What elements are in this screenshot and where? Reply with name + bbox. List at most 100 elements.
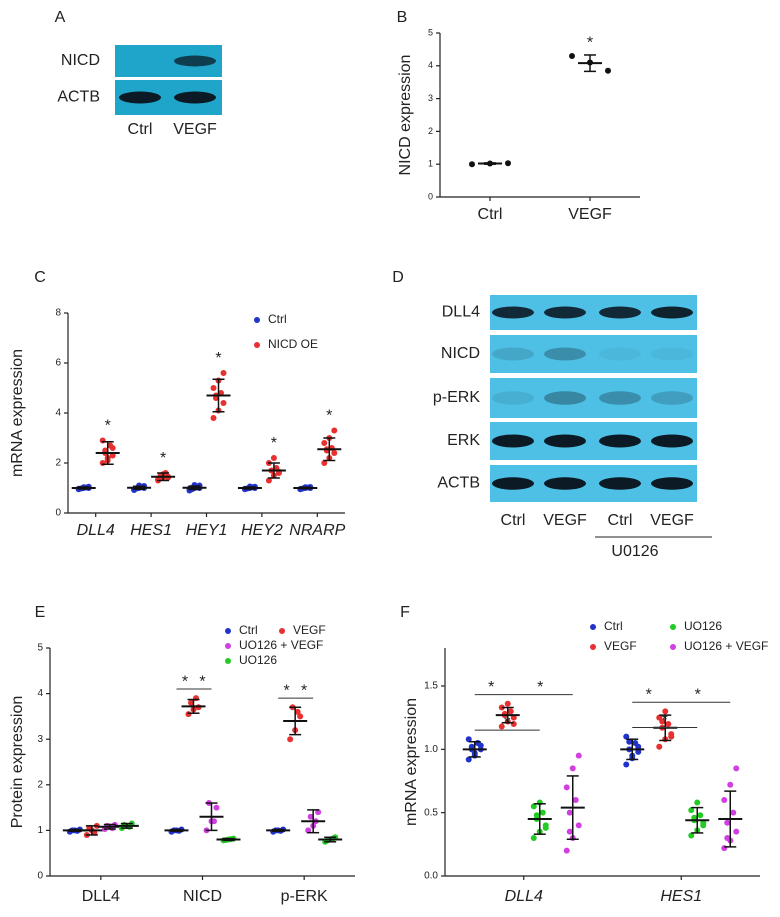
y-tick-label: 0.0 (424, 871, 438, 882)
data-point (575, 822, 582, 829)
x-tick-label: HEY2 (241, 522, 283, 539)
blot-row-label: NICD (441, 345, 480, 362)
data-point (656, 743, 663, 750)
blot-band (599, 347, 641, 361)
panel-letter: B (397, 9, 408, 26)
data-point (220, 370, 227, 376)
data-point (99, 437, 106, 444)
y-tick-label: 1 (428, 159, 433, 169)
data-point (533, 812, 540, 819)
legend-marker (225, 643, 231, 649)
error-bar (157, 472, 170, 482)
significance-label: * (695, 686, 701, 703)
legend-label: UO126 (239, 653, 277, 667)
data-point (270, 455, 277, 461)
blot-row-label: NICD (61, 52, 100, 69)
legend-marker (254, 342, 260, 348)
data-point (510, 714, 517, 721)
data-point (210, 385, 217, 391)
blot-band (599, 434, 641, 448)
blot-band (651, 306, 693, 319)
panel-letter: A (55, 9, 66, 26)
y-axis-label: Protein expression (9, 696, 26, 829)
data-point (626, 738, 633, 745)
y-tick-label: 3 (428, 93, 433, 103)
data-point (507, 708, 514, 715)
y-tick-label: 4 (37, 688, 43, 699)
blot-band (651, 347, 693, 361)
data-point (185, 711, 192, 718)
data-point (688, 807, 695, 814)
legend-marker (590, 644, 596, 650)
blot-row-label: ACTB (437, 475, 480, 492)
data-point (321, 460, 328, 466)
y-axis-label: NICD expression (397, 55, 414, 176)
panel-letter: C (34, 269, 46, 286)
error-bar (533, 803, 546, 835)
significance-label: * (326, 408, 332, 425)
data-point (566, 809, 573, 816)
panel-letter: F (400, 604, 410, 621)
x-tick-label: NRARP (289, 522, 345, 539)
data-point (733, 765, 740, 772)
data-point (188, 699, 194, 706)
treatment-label: U0126 (611, 543, 658, 560)
error-bar (222, 837, 235, 842)
legend-marker (590, 624, 596, 630)
error-bar (299, 486, 312, 490)
blot-row-label: DLL4 (442, 304, 480, 321)
legend-marker (670, 624, 676, 630)
error-bar (691, 806, 704, 834)
legend-label: UO126 (684, 619, 722, 633)
error-bar (323, 437, 336, 462)
blot-band (544, 391, 586, 405)
data-point (305, 827, 312, 834)
blot-row (490, 335, 697, 373)
error-bar (267, 462, 280, 479)
data-point (623, 733, 630, 740)
blot-row-label: ERK (447, 432, 480, 449)
data-point (315, 809, 322, 816)
blot-row (490, 378, 697, 418)
data-point (465, 736, 472, 743)
data-point (572, 797, 579, 803)
lane-label: Ctrl (608, 512, 633, 529)
significance-label: * (215, 350, 221, 367)
x-tick-label: DLL4 (505, 888, 543, 905)
x-tick-label: NICD (183, 888, 222, 905)
data-point (213, 804, 220, 811)
y-tick-label: 8 (55, 308, 61, 319)
x-tick-label: VEGF (568, 206, 612, 223)
data-point (220, 400, 227, 406)
significance-label: * (271, 435, 277, 452)
data-point (477, 742, 484, 749)
legend-label: Ctrl (268, 312, 287, 326)
y-tick-label: 2 (428, 126, 433, 136)
error-bar (468, 740, 481, 758)
error-bar (68, 828, 81, 833)
data-point (504, 700, 511, 707)
error-bar (324, 836, 337, 843)
x-tick-label: Ctrl (478, 206, 503, 223)
data-point (727, 781, 734, 788)
data-point (724, 835, 731, 841)
data-point (721, 797, 728, 803)
data-point (659, 718, 666, 725)
error-bar (101, 441, 114, 465)
data-point (688, 832, 695, 839)
significance-label: * (662, 712, 668, 729)
y-tick-label: 0 (55, 508, 61, 519)
blot-band (174, 91, 216, 104)
error-bar (566, 775, 579, 841)
y-tick-label: 2 (37, 779, 43, 790)
significance-label: * (199, 673, 205, 690)
data-point (505, 160, 511, 167)
lane-label: VEGF (173, 121, 217, 138)
error-bar (170, 828, 183, 833)
error-bar (243, 486, 256, 490)
data-point (331, 427, 338, 434)
blot-band (174, 55, 216, 67)
data-point (265, 477, 272, 484)
x-tick-label: p-ERK (281, 888, 328, 905)
error-bar (501, 706, 514, 724)
